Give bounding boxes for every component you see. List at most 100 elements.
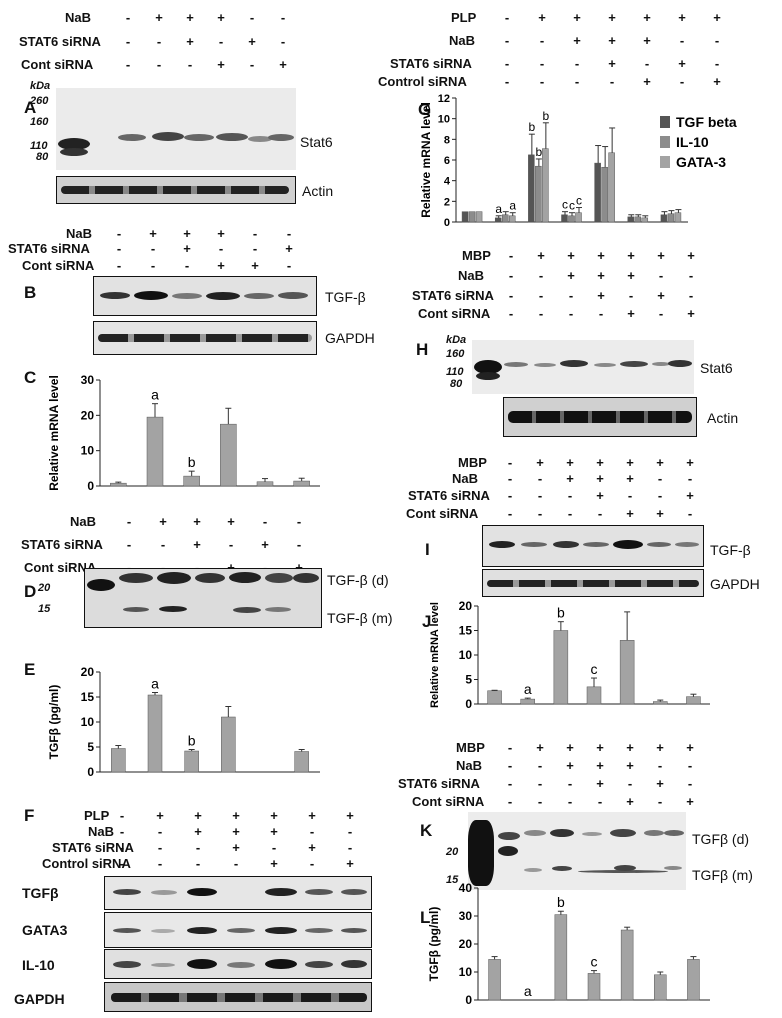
blot-label-gapdh-i: GAPDH xyxy=(710,576,760,592)
sign-cell: - xyxy=(714,33,720,48)
sign-cell: - xyxy=(679,33,685,48)
bar xyxy=(561,214,568,223)
bar xyxy=(660,214,668,223)
sign-cell: + xyxy=(346,856,354,871)
blot-label-tgf-beta-dimer: TGF-β (d) xyxy=(327,572,389,588)
marker-260: 260 xyxy=(30,95,49,107)
marker-20: 20 xyxy=(446,846,459,858)
tgf-blot-d xyxy=(84,568,322,628)
panel-letter-l: L xyxy=(420,908,431,927)
actin-blot-a xyxy=(56,176,296,204)
sign-cell: - xyxy=(157,856,163,871)
blot-label-actin-a: Actin xyxy=(302,183,334,199)
sign-cell: + xyxy=(573,10,581,25)
sign-cell: + xyxy=(643,74,651,89)
annotation-letter: a xyxy=(151,676,159,692)
sign-cell: - xyxy=(119,808,125,823)
il10-blot-f xyxy=(104,949,372,979)
sign-cell: + xyxy=(687,248,695,263)
sign-cell: - xyxy=(296,514,302,529)
sign-cell: - xyxy=(150,258,156,273)
marker-15: 15 xyxy=(38,603,51,615)
bar xyxy=(468,211,476,223)
gapdh-blot-f xyxy=(104,982,372,1012)
legend-label: TGF beta xyxy=(676,114,737,130)
sign-cell: - xyxy=(574,74,580,89)
blot-label-tgfb-dimer: TGFβ (d) xyxy=(692,831,750,847)
sign-cell: + xyxy=(573,33,581,48)
sign-cell: + xyxy=(657,288,665,303)
annotation-letter: b xyxy=(188,454,196,470)
sign-cell: + xyxy=(183,226,191,241)
row-label-stat6-sirna: STAT6 siRNA xyxy=(19,34,101,49)
sign-cell: + xyxy=(232,808,240,823)
sign-cell: - xyxy=(627,776,633,791)
sign-cell: + xyxy=(656,455,664,470)
sign-cell: + xyxy=(194,808,202,823)
sign-cell: - xyxy=(504,56,510,71)
tgf-blot-k xyxy=(468,812,686,890)
sign-cell: - xyxy=(286,226,292,241)
row-label-nab: NaB xyxy=(449,33,476,48)
sign-cell: - xyxy=(597,506,603,521)
marker-160: 160 xyxy=(446,348,465,360)
tgf-blot-i xyxy=(482,525,704,567)
sign-cell: + xyxy=(232,840,240,855)
bar xyxy=(520,698,535,705)
annotation-letter: a xyxy=(151,387,159,403)
marker-80: 80 xyxy=(36,151,49,163)
bar xyxy=(184,750,199,773)
sign-cell: - xyxy=(507,471,513,486)
sign-cell: - xyxy=(218,34,224,49)
bar xyxy=(494,217,502,223)
bar xyxy=(586,686,602,705)
sign-cell: - xyxy=(504,10,510,25)
legend-label: GATA-3 xyxy=(676,154,726,170)
bar xyxy=(667,213,675,223)
sign-cell: - xyxy=(249,10,255,25)
sign-cell: - xyxy=(187,57,193,72)
annotation-letter: c xyxy=(591,661,598,677)
sign-cell: - xyxy=(228,537,234,552)
row-label-cont-sirna: Cont siRNA xyxy=(21,57,94,72)
stat6-blot-h xyxy=(472,340,694,394)
sign-cell: - xyxy=(507,455,513,470)
blot-label-gapdh-f: GAPDH xyxy=(14,991,65,1007)
sign-cell: - xyxy=(567,776,573,791)
bar xyxy=(488,959,501,1001)
sign-cell: + xyxy=(566,758,574,773)
bar xyxy=(501,214,509,223)
sign-cell: - xyxy=(125,57,131,72)
bar xyxy=(461,211,469,223)
sign-cell: + xyxy=(227,514,235,529)
legend-swatch xyxy=(660,136,670,148)
row-label-cont-sirna: Cont siRNA xyxy=(412,794,485,809)
sign-cell: + xyxy=(566,471,574,486)
sign-cell: - xyxy=(504,33,510,48)
sign-cell: - xyxy=(309,824,315,839)
sign-cell: + xyxy=(270,856,278,871)
sign-cell: - xyxy=(184,258,190,273)
sign-cell: + xyxy=(656,506,664,521)
marker-15: 15 xyxy=(446,874,459,886)
bar xyxy=(221,716,236,773)
y-tick-label: 30 xyxy=(81,373,95,387)
sign-cell: + xyxy=(656,740,664,755)
panel-letter-j: J xyxy=(422,612,432,631)
y-tick-label: 20 xyxy=(459,937,473,951)
gata3-blot-f xyxy=(104,912,372,948)
tgf-blot-b xyxy=(93,276,317,316)
sign-cell: - xyxy=(116,226,122,241)
sign-cell: - xyxy=(119,840,125,855)
bar xyxy=(674,212,682,223)
bar xyxy=(183,475,200,487)
blot-label-stat6-a: Stat6 xyxy=(300,134,333,150)
bar xyxy=(220,423,237,487)
sign-cell: + xyxy=(596,471,604,486)
bar xyxy=(147,694,163,773)
sign-cell: - xyxy=(609,74,615,89)
marker-20: 20 xyxy=(38,582,51,594)
sign-cell: - xyxy=(688,288,694,303)
y-tick-label: 0 xyxy=(444,217,450,229)
sign-cell: + xyxy=(537,248,545,263)
